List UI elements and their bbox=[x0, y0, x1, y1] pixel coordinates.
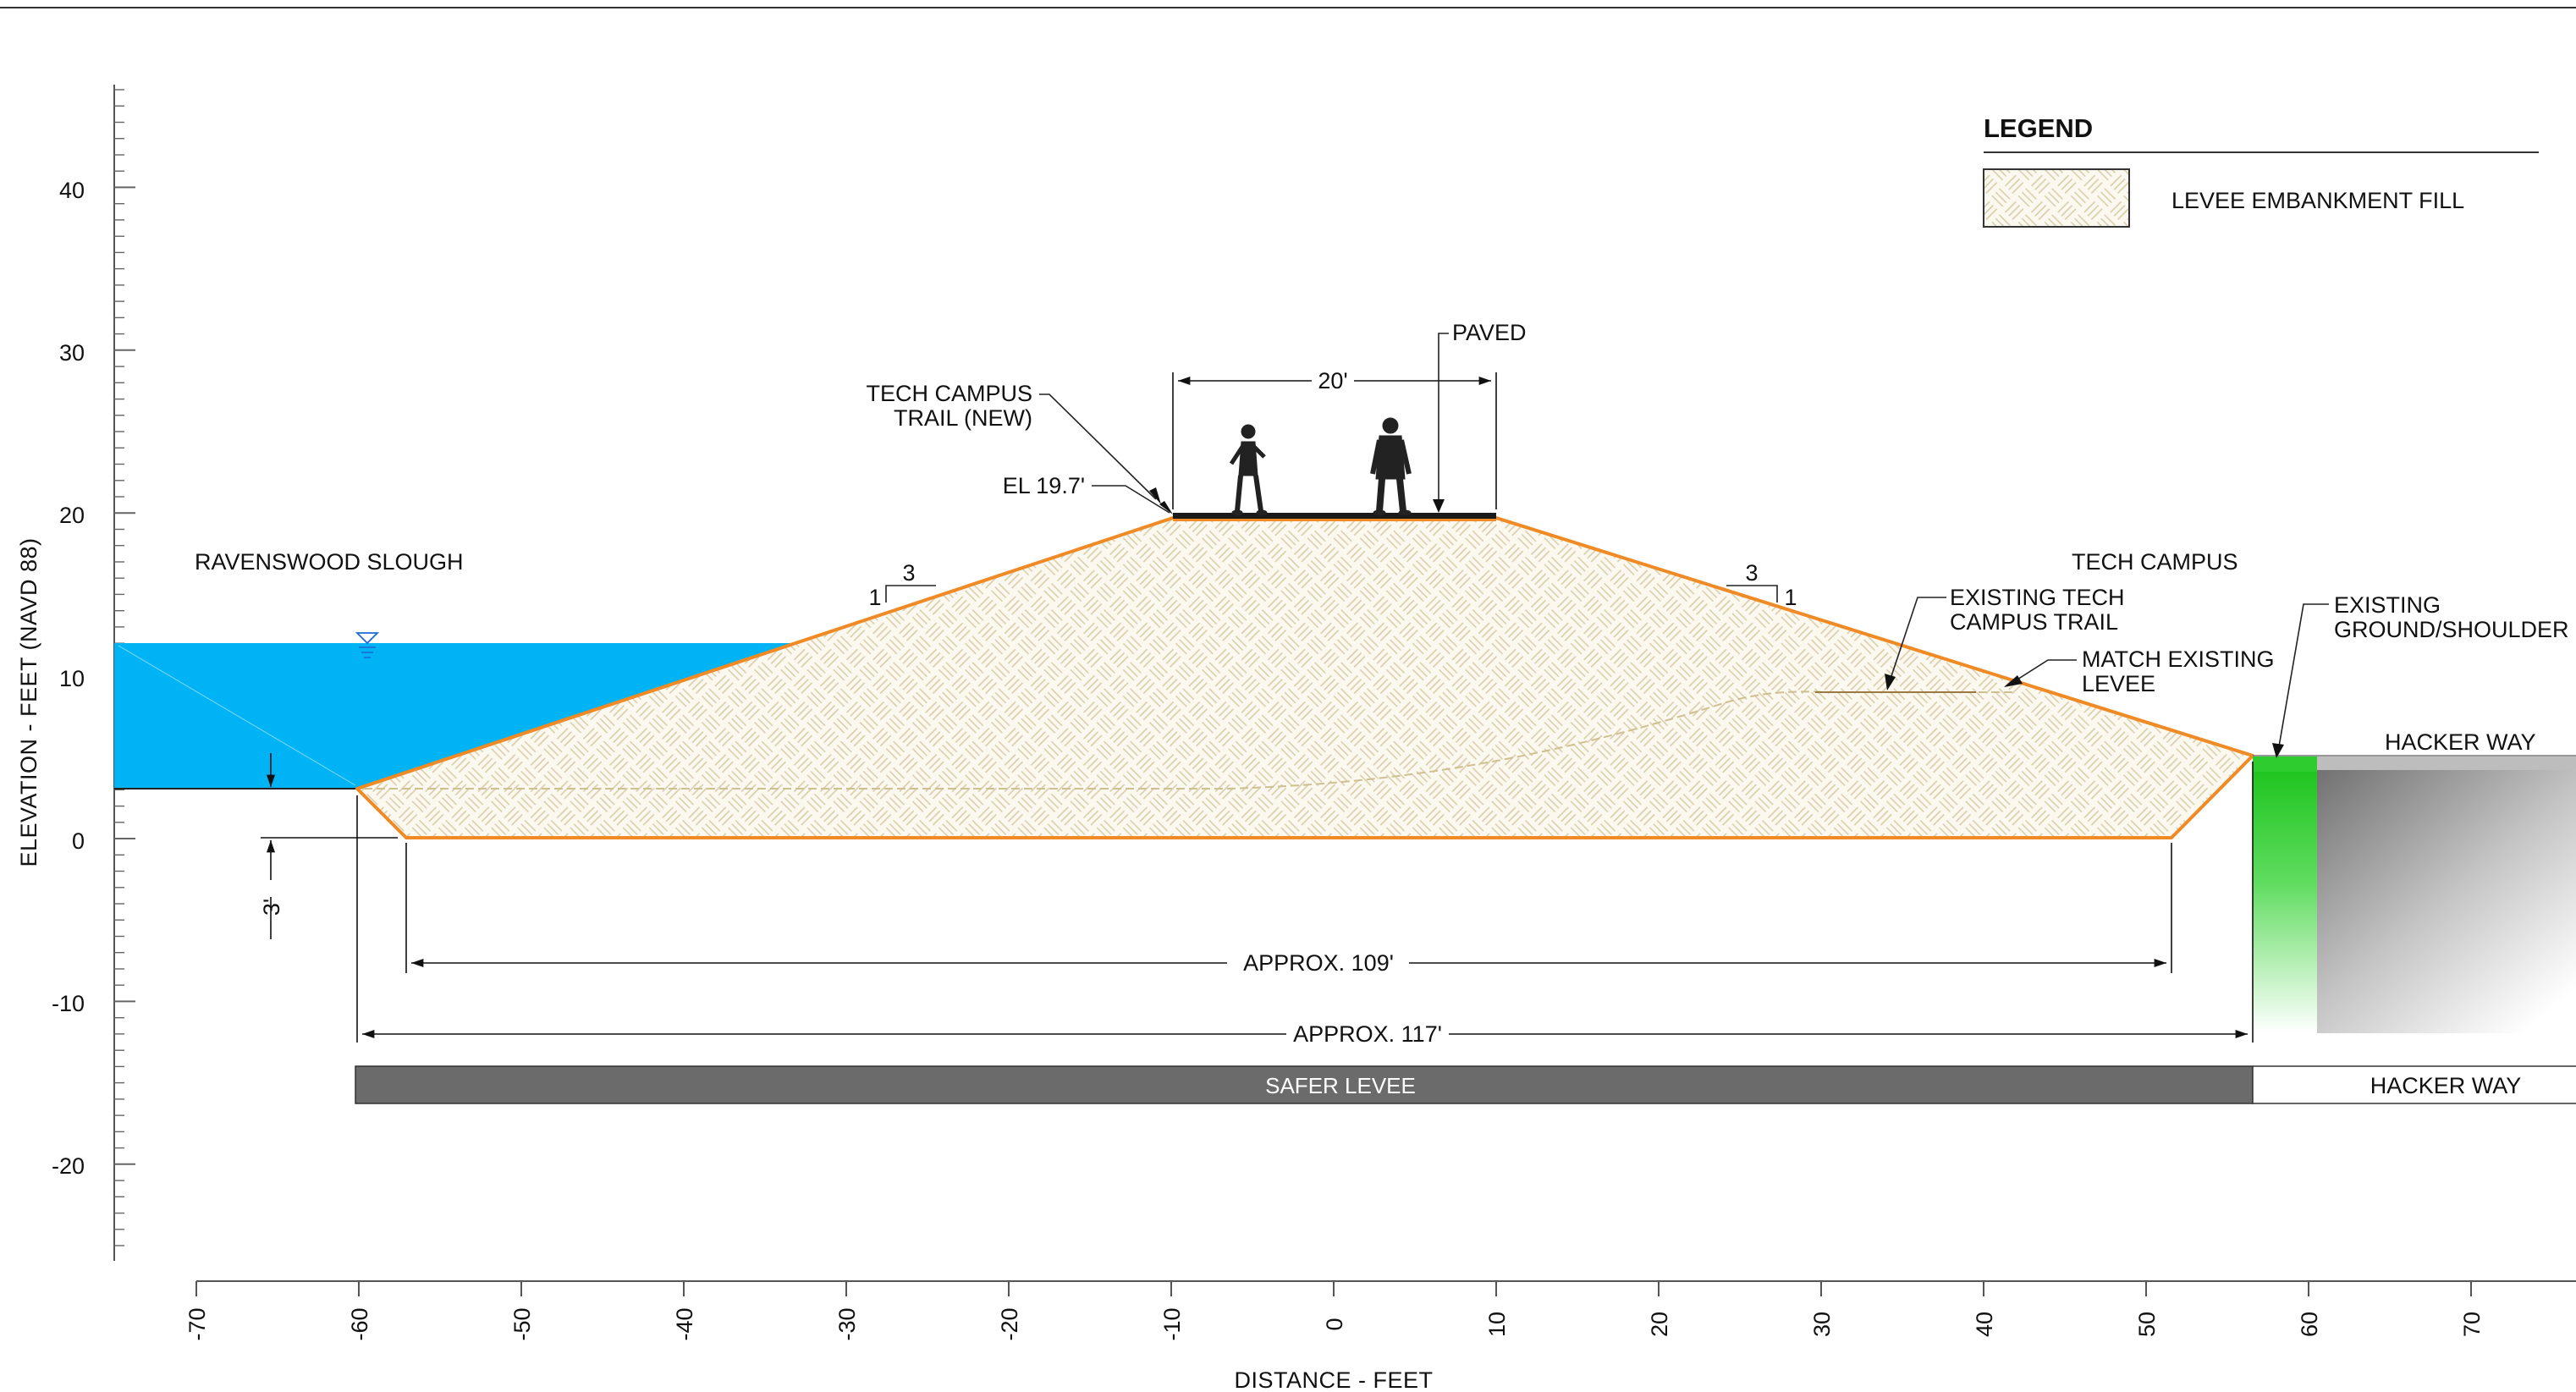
total-width-label: APPROX. 117' bbox=[1293, 1021, 1442, 1047]
hacker-way-road bbox=[2317, 760, 2576, 1033]
x-axis-tick-labels: -70 -60 -50 -40 -30 -20 -10 0 10 20 30 4… bbox=[184, 1307, 2485, 1340]
y-axis-tick-labels: 40 30 20 10 0 -10 -20 bbox=[52, 178, 85, 1179]
x-tick-label: 50 bbox=[2134, 1312, 2160, 1337]
y-tick-label: -10 bbox=[52, 991, 85, 1016]
tech-campus-label: TECH CAMPUS bbox=[2072, 549, 2238, 575]
legend-title: LEGEND bbox=[1984, 113, 2093, 143]
trail-width-dimension: 20' bbox=[1172, 368, 1497, 509]
left-slope-indicator: 3 1 bbox=[868, 560, 936, 610]
existing-ground-label-line1: EXISTING bbox=[2334, 592, 2441, 618]
water-surface-symbol bbox=[355, 632, 380, 658]
existing-trail-callout: EXISTING TECH CAMPUS TRAIL bbox=[1885, 585, 2125, 690]
trail-crest bbox=[1173, 513, 1496, 521]
slough-water bbox=[114, 632, 795, 790]
y-axis-title: ELEVATION - FEET (NAVD 88) bbox=[16, 537, 41, 867]
y-tick-label: 40 bbox=[59, 178, 85, 203]
y-tick-label: 20 bbox=[59, 503, 85, 528]
trail-new-label-line2: TRAIL (NEW) bbox=[894, 405, 1032, 431]
existing-trail-label-line1: EXISTING TECH bbox=[1950, 585, 2125, 610]
base-width-dimension: APPROX. 109' bbox=[405, 843, 2172, 976]
y-tick-label: 0 bbox=[72, 828, 85, 854]
trail-new-callout: TECH CAMPUS TRAIL (NEW) bbox=[866, 381, 1161, 504]
legend-item-label: LEVEE EMBANKMENT FILL bbox=[2171, 188, 2464, 213]
pedestrian-figure-left-icon bbox=[1229, 424, 1268, 516]
x-tick-label: 70 bbox=[2459, 1312, 2485, 1337]
crest-elevation-label: EL 19.7' bbox=[1003, 473, 1085, 498]
x-tick-label: -70 bbox=[184, 1307, 210, 1340]
x-axis-ticks bbox=[195, 1281, 2472, 1296]
x-axis: -70 -60 -50 -40 -30 -20 -10 0 10 20 30 4… bbox=[184, 1280, 2576, 1392]
ravenswood-slough-label: RAVENSWOOD SLOUGH bbox=[195, 549, 464, 575]
x-tick-label: 30 bbox=[1809, 1312, 1835, 1337]
base-width-label: APPROX. 109' bbox=[1243, 950, 1394, 976]
pedestrian-figure-right-icon bbox=[1370, 417, 1412, 516]
x-tick-label: 10 bbox=[1484, 1312, 1510, 1337]
shoulder-gradient bbox=[2253, 758, 2317, 1033]
existing-trail-label-line2: CAMPUS TRAIL bbox=[1950, 609, 2118, 635]
left-slope-rise-label: 1 bbox=[868, 585, 881, 610]
crest-elevation-callout: EL 19.7' bbox=[1003, 473, 1173, 514]
right-slope-rise-label: 1 bbox=[1784, 585, 1797, 610]
match-levee-label-line2: LEVEE bbox=[2082, 671, 2155, 696]
y-tick-label: 10 bbox=[59, 666, 85, 691]
right-slope-run-label: 3 bbox=[1745, 560, 1758, 586]
match-levee-callout: MATCH EXISTING LEVEE bbox=[2004, 646, 2275, 696]
depth-3ft-dimension: 3' bbox=[259, 753, 398, 939]
x-axis-title: DISTANCE - FEET bbox=[1234, 1367, 1433, 1392]
safer-levee-band-label: SAFER LEVEE bbox=[1265, 1073, 1416, 1098]
y-tick-label: 30 bbox=[59, 340, 85, 366]
y-axis: 40 30 20 10 0 -10 -20 ELEVATION - FEET (… bbox=[16, 85, 135, 1261]
x-tick-label: -40 bbox=[672, 1307, 697, 1340]
legend: LEGEND LEVEE EMBANKMENT FILL bbox=[1983, 113, 2539, 228]
hacker-way-top-label: HACKER WAY bbox=[2385, 729, 2536, 755]
hacker-way-band-label: HACKER WAY bbox=[2370, 1073, 2522, 1098]
x-tick-label: -20 bbox=[997, 1307, 1022, 1340]
legend-swatch-crosshatch bbox=[1983, 168, 2130, 228]
paved-callout: PAVED bbox=[1433, 320, 1527, 513]
x-tick-label: 0 bbox=[1322, 1318, 1347, 1330]
y-tick-label: -20 bbox=[52, 1153, 85, 1179]
x-tick-label: -50 bbox=[509, 1307, 535, 1340]
hacker-way-band: HACKER WAY bbox=[2252, 1065, 2576, 1104]
existing-levee-profile bbox=[364, 690, 2014, 790]
trail-width-label: 20' bbox=[1318, 368, 1347, 393]
trail-new-label-line1: TECH CAMPUS bbox=[866, 381, 1032, 406]
x-tick-label: 20 bbox=[1647, 1312, 1672, 1337]
existing-ground-label-line2: GROUND/SHOULDER bbox=[2334, 617, 2569, 642]
existing-ground-shoulder bbox=[2253, 755, 2576, 1033]
x-tick-label: -30 bbox=[834, 1307, 860, 1340]
x-tick-label: 40 bbox=[1972, 1312, 1997, 1337]
safer-levee-band: SAFER LEVEE bbox=[355, 1065, 2254, 1104]
right-slope-indicator: 3 1 bbox=[1726, 560, 1797, 610]
match-levee-label-line1: MATCH EXISTING bbox=[2082, 646, 2275, 672]
paved-label: PAVED bbox=[1452, 320, 1527, 345]
x-tick-label: -60 bbox=[347, 1307, 372, 1340]
depth-3ft-label: 3' bbox=[259, 899, 284, 916]
existing-ground-callout: EXISTING GROUND/SHOULDER bbox=[2272, 592, 2569, 758]
x-tick-label: -10 bbox=[1159, 1307, 1185, 1340]
total-width-dimension: APPROX. 117' bbox=[356, 762, 2254, 1047]
x-tick-label: 60 bbox=[2297, 1312, 2322, 1337]
left-slope-run-label: 3 bbox=[902, 560, 915, 586]
